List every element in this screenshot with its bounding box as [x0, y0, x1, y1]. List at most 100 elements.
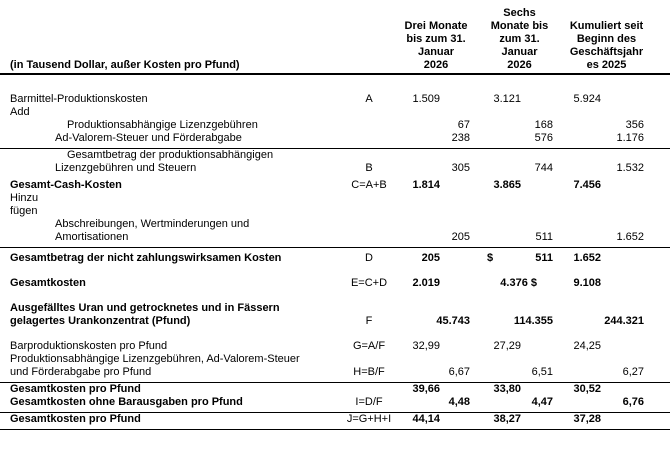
- value-cell-c1a: [402, 315, 440, 328]
- value-cell-c2b: 744: [521, 162, 553, 175]
- value-cell-c3a: 9.108: [553, 277, 601, 290]
- formula-cell: [336, 231, 402, 244]
- value-text: 168: [534, 119, 553, 131]
- label-line: Hinzu: [10, 192, 39, 204]
- row-label: Gesamtbetrag der nicht zahlungswirksamen…: [0, 252, 336, 265]
- value-cell-c1a: 32,99: [402, 340, 440, 353]
- label-line: Gesamtbetrag der produktionsabhängigen: [67, 149, 274, 161]
- value-cell-c1b: 45.743: [436, 315, 470, 328]
- table-row-abschreibungen-amortisationen: Abschreibungen, Wertminderungen und Amort…: [0, 218, 670, 248]
- value-cell-c3a: 5.924: [553, 93, 601, 106]
- value-cell-c1a: [402, 132, 440, 145]
- value-cell-c3b: 244.321: [601, 315, 644, 328]
- header-line: Januar: [501, 46, 538, 58]
- header-line: Drei Monate: [404, 20, 468, 32]
- value-cell-c1a: 39,66: [402, 383, 440, 396]
- row-label: Produktionsabhängige Lizenzgebühren, Ad-…: [0, 353, 336, 379]
- formula-cell: [336, 383, 402, 396]
- formula-cell: H=B/F: [353, 366, 385, 378]
- col-header-cumulative: Kumuliert seit Beginn des Geschäftsjahr es …: [561, 20, 652, 72]
- table-row-barproduktionskosten-pro-pfund: Barproduktionskosten pro Pfund G=A/F 32,99…: [0, 340, 670, 353]
- value-cell-c3b: [601, 179, 644, 192]
- value-text: 511: [535, 252, 553, 264]
- formula-cell: C=A+B: [351, 179, 387, 191]
- value-text: 6,51: [531, 366, 553, 378]
- value-cell-c1b: 4,48: [440, 396, 470, 409]
- value-cell-c2b: 511: [521, 231, 553, 244]
- table-row-gesamtkosten: Gesamtkosten E=C+D 2.019 4.376 $ 9.108: [0, 277, 670, 290]
- col-header-six-months: Sechs Monate bis zum 31. Januar 2026: [478, 7, 561, 72]
- value-text: 27,29: [493, 340, 521, 352]
- value-cell-c2b: 168: [521, 119, 553, 132]
- label-line: Gesamtkosten pro Pfund: [10, 413, 141, 425]
- table-row-gesamtkosten-ohne-barausgaben-pro-pfund: Gesamtkosten ohne Barausgaben pro Pfund I…: [0, 396, 670, 413]
- value-cell-c2a: [470, 396, 521, 409]
- table-row-gesamtkosten-pro-pfund-gesamt: Gesamtkosten pro Pfund J=G+H+I 44,14 38,27 3…: [0, 413, 670, 430]
- header-line: Geschäftsjahr: [569, 46, 644, 58]
- table-header: (in Tausend Dollar, außer Kosten pro Pfu…: [0, 0, 670, 75]
- label-line: und Förderabgabe pro Pfund: [10, 366, 152, 378]
- value-text: 305: [451, 162, 470, 174]
- label-line: Ad-Valorem-Steuer und Förderabgabe: [55, 132, 242, 144]
- value-cell-c1a: [402, 106, 440, 119]
- value-cell-c2b: [521, 93, 553, 106]
- value-text: 3.865: [493, 179, 521, 191]
- value-cell-c2a: [470, 205, 521, 218]
- header-line: Januar: [417, 46, 455, 58]
- label-line: Gesamtkosten pro Pfund: [10, 383, 141, 395]
- value-text: 205: [451, 231, 470, 243]
- formula-cell: J=G+H+I: [346, 413, 392, 425]
- formula-cell: G=A/F: [352, 340, 386, 352]
- value-cell-c2m: 4.376 $: [470, 277, 553, 290]
- value-cell-c2a: 33,80: [470, 383, 521, 396]
- formula-cell: B: [365, 162, 373, 174]
- value-text: 6,67: [448, 366, 470, 378]
- table-row-add: Add: [0, 106, 670, 119]
- row-label: Gesamtkosten ohne Barausgaben pro Pfund: [0, 396, 336, 409]
- value-text: 6,76: [622, 396, 644, 408]
- value-cell-c2a: 38,27: [470, 413, 521, 426]
- value-cell-c2a: [470, 231, 521, 244]
- row-label: Gesamtkosten: [0, 277, 336, 290]
- header-line: bis zum 31.: [406, 33, 466, 45]
- value-cell-c3b: 356: [601, 119, 644, 132]
- formula-cell: F: [365, 315, 373, 327]
- label-line: Produktionsabhängige Lizenzgebühren, Ad-…: [10, 353, 300, 365]
- value-cell-c1a: [402, 205, 440, 218]
- value-cell-c1a: [402, 231, 440, 244]
- row-label: Abschreibungen, Wertminderungen und Amort…: [0, 218, 336, 244]
- value-cell-c3a: [553, 396, 601, 409]
- value-text: 4,47: [531, 396, 553, 408]
- table-row-gesamtbetrag-lizenzgebuehren-steuern: Gesamtbetrag der produktionsabhängigen Li…: [0, 149, 670, 175]
- header-line: Sechs: [503, 7, 536, 19]
- value-cell-c2b: [521, 179, 553, 192]
- value-cell-c1a: 1.509: [402, 93, 440, 106]
- table-row-gesamtkosten-pro-pfund: Gesamtkosten pro Pfund 39,66 33,80 30,52: [0, 383, 670, 396]
- table-row-nicht-zahlungswirksame-kosten: Gesamtbetrag der nicht zahlungswirksamen…: [0, 252, 670, 265]
- value-cell-c3b: [601, 93, 644, 106]
- value-cell-c3b: 1.652: [601, 231, 644, 244]
- label-line: Gesamtbetrag der nicht zahlungswirksamen…: [10, 252, 282, 264]
- value-cell-c1b: 67: [440, 119, 470, 132]
- row-label: Hinzu fügen: [0, 192, 336, 218]
- value-cell-c2a: 27,29: [470, 340, 521, 353]
- row-label: Barmittel-Produktionskosten: [0, 93, 336, 106]
- value-text: 24,25: [573, 340, 601, 352]
- value-cell-c1b: [440, 252, 470, 265]
- row-label: Add: [0, 106, 336, 119]
- formula-cell: [336, 106, 402, 119]
- table-row-gesamt-cash-kosten: Gesamt-Cash-Kosten C=A+B 1.814 3.865 7.456: [0, 179, 670, 192]
- value-cell-c3b: [601, 106, 644, 119]
- value-text: 38,27: [493, 413, 521, 425]
- label-line: Ausgefälltes Uran und getrocknetes und i…: [10, 302, 280, 314]
- value-text: 1.176: [616, 132, 644, 144]
- label-line: Gesamtkosten ohne Barausgaben pro Pfund: [10, 396, 243, 408]
- value-cell-c1b: [440, 413, 470, 426]
- row-label: Ad-Valorem-Steuer und Förderabgabe: [0, 132, 336, 145]
- value-text: 67: [457, 119, 470, 131]
- value-cell-c2b: 511: [521, 252, 553, 265]
- value-cell-c3a: 7.456: [553, 179, 601, 192]
- cost-table-body: Barmittel-Produktionskosten A 1.509 3.121 5.…: [0, 93, 670, 430]
- value-text: 4.376 $: [500, 277, 537, 289]
- value-cell-c1a: [402, 119, 440, 132]
